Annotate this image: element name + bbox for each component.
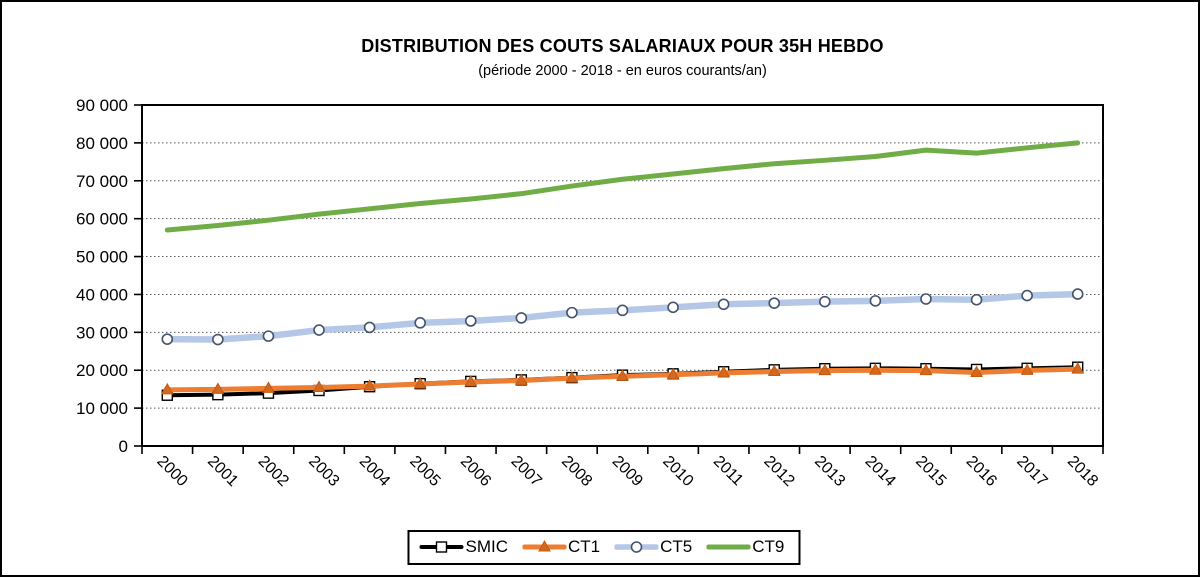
marker-ct5 [667, 301, 679, 314]
marker-ct1 [767, 364, 781, 377]
marker-ct1 [919, 363, 933, 376]
y-tick-label: 0 [119, 437, 128, 456]
marker-ct1 [464, 374, 478, 387]
y-tick-label: 20 000 [76, 361, 128, 380]
x-axis-label: 2015 [912, 453, 949, 490]
marker-ct1 [869, 363, 882, 375]
x-axis-label: 2002 [255, 453, 292, 490]
marker-ct1 [1071, 362, 1085, 374]
marker-ct5 [1021, 289, 1033, 302]
marker-ct5 [262, 330, 275, 342]
marker-ct1 [363, 379, 376, 391]
chart-subtitle: (période 2000 - 2018 - en euros courants… [478, 63, 767, 79]
marker-ct5 [363, 321, 376, 334]
x-axis-label: 2003 [305, 453, 342, 490]
marker-ct5 [768, 297, 781, 309]
x-axis-label: 2018 [1064, 453, 1101, 490]
marker-ct1 [1020, 363, 1034, 375]
marker-ct1 [211, 382, 225, 394]
legend: SMIC CT1 CT5 CT9 [407, 530, 801, 565]
legend-item-smic: SMIC [419, 537, 508, 557]
marker-ct1 [717, 365, 731, 378]
series-line-ct9 [164, 140, 1081, 233]
legend-label-ct5: CT5 [660, 537, 693, 556]
x-axis-label: 2013 [811, 453, 848, 490]
x-axis-label: 2008 [558, 453, 595, 490]
marker-ct5 [414, 317, 426, 329]
legend-item-ct5: CT5 [614, 537, 692, 557]
y-tick-label: 50 000 [76, 248, 128, 267]
marker-ct1 [514, 373, 528, 385]
marker-ct1 [413, 377, 427, 389]
legend-sample-ct1 [521, 539, 566, 552]
y-tick-label: 80 000 [76, 134, 128, 153]
marker-ct5 [819, 295, 831, 308]
legend-sample-smic [419, 541, 464, 553]
x-axis-label: 2001 [204, 453, 241, 490]
x-axis-label: 2010 [659, 453, 696, 490]
marker-ct1 [312, 380, 326, 392]
marker-ct1 [666, 367, 680, 380]
legend-item-ct1: CT1 [521, 537, 601, 557]
marker-ct5 [161, 333, 174, 345]
x-axis-label: 2011 [710, 453, 746, 489]
x-axis-label: 2012 [760, 453, 797, 490]
marker-ct5 [970, 293, 983, 306]
marker-ct5 [566, 306, 578, 319]
marker-ct5 [212, 333, 224, 346]
marker-ct1 [970, 365, 983, 377]
legend-item-ct9: CT9 [706, 537, 784, 557]
x-axis-label: 2007 [508, 453, 545, 490]
x-axis-label: 2006 [457, 453, 494, 490]
marker-ct5 [313, 324, 325, 336]
marker-ct5 [616, 304, 629, 317]
marker-ct5 [869, 295, 882, 307]
y-tick-label: 90 000 [76, 96, 128, 115]
x-axis-label: 2000 [153, 453, 190, 490]
legend-label-smic: SMIC [465, 537, 508, 556]
marker-ct1 [262, 381, 275, 393]
y-tick-label: 10 000 [76, 399, 128, 418]
x-axis-label: 2014 [862, 453, 899, 490]
x-axis-label: 2005 [406, 453, 443, 490]
x-axis-label: 2009 [609, 453, 646, 490]
marker-ct1 [616, 369, 629, 381]
marker-ct5 [1071, 288, 1084, 300]
legend-label-ct1: CT1 [567, 537, 601, 556]
marker-ct1 [565, 371, 579, 383]
y-tick-label: 60 000 [76, 210, 128, 229]
plot-frame [141, 104, 1104, 447]
legend-label-ct9: CT9 [752, 537, 785, 556]
x-axis-label: 2016 [963, 453, 1000, 490]
marker-ct5 [920, 293, 932, 305]
x-axis-label: 2004 [356, 453, 393, 490]
marker-ct1 [818, 363, 832, 376]
marker-ct5 [515, 312, 528, 324]
chart-title: DISTRIBUTION DES COUTS SALARIAUX POUR 35… [361, 36, 884, 56]
y-tick-label: 30 000 [76, 323, 128, 342]
x-axis-label: 2017 [1013, 453, 1050, 490]
y-tick-label: 70 000 [76, 172, 128, 191]
marker-ct1 [160, 382, 174, 395]
legend-sample-ct5 [614, 541, 659, 553]
y-tick-label: 40 000 [76, 285, 128, 304]
marker-ct5 [717, 298, 730, 311]
legend-sample-ct9 [706, 544, 751, 550]
marker-ct5 [464, 315, 477, 327]
